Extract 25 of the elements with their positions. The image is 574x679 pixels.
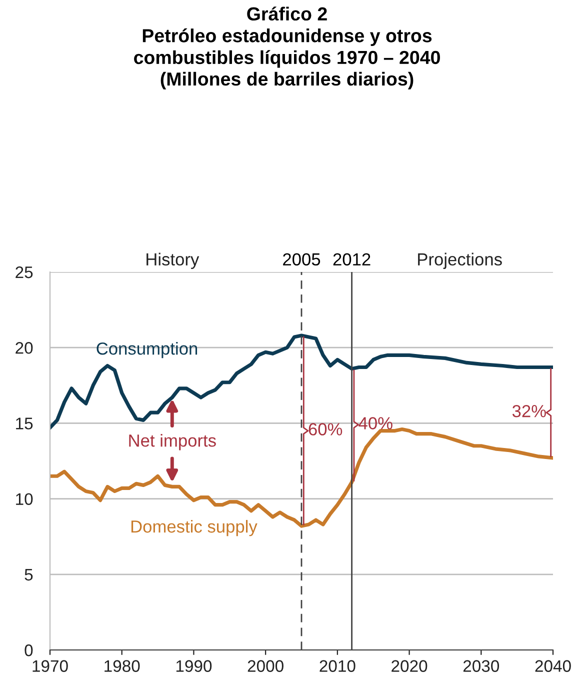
chart-title: Gráfico 2 Petróleo estadounidense y otros combustibles líquidos 1970 – 2040 (Millones de barriles diarios) [134,6,440,90]
y-tick-label: 15 [16,418,33,430]
ref-line-label: 2005 [283,253,320,266]
y-tick-label: 0 [24,644,33,656]
y-tick-label: 20 [16,342,33,354]
y-tick-label: 10 [16,493,33,506]
series-label: Domestic supply [131,520,258,536]
annotation: Net imports [129,434,216,450]
x-tick-label: 2010 [320,660,356,672]
x-tick-label: 2000 [248,660,284,672]
ref-line-label: 2012 [333,253,370,266]
text: Projections [418,252,502,269]
x-tick-label: 2040 [535,660,571,672]
text: History [146,252,200,269]
x-tick-label: 1990 [176,660,212,672]
annotation: 60% [308,423,342,436]
x-tick-label: 1970 [32,660,68,672]
annotation: 40% [358,417,392,430]
series-label: Consumption [96,342,198,358]
x-tick-label: 1980 [104,660,140,672]
y-tick-label: 25 [16,266,33,278]
x-tick-label: 2020 [392,660,428,672]
x-tick-label: 2030 [463,660,500,672]
annotation: 32% [512,404,546,418]
y-tick-label: 5 [24,568,33,581]
